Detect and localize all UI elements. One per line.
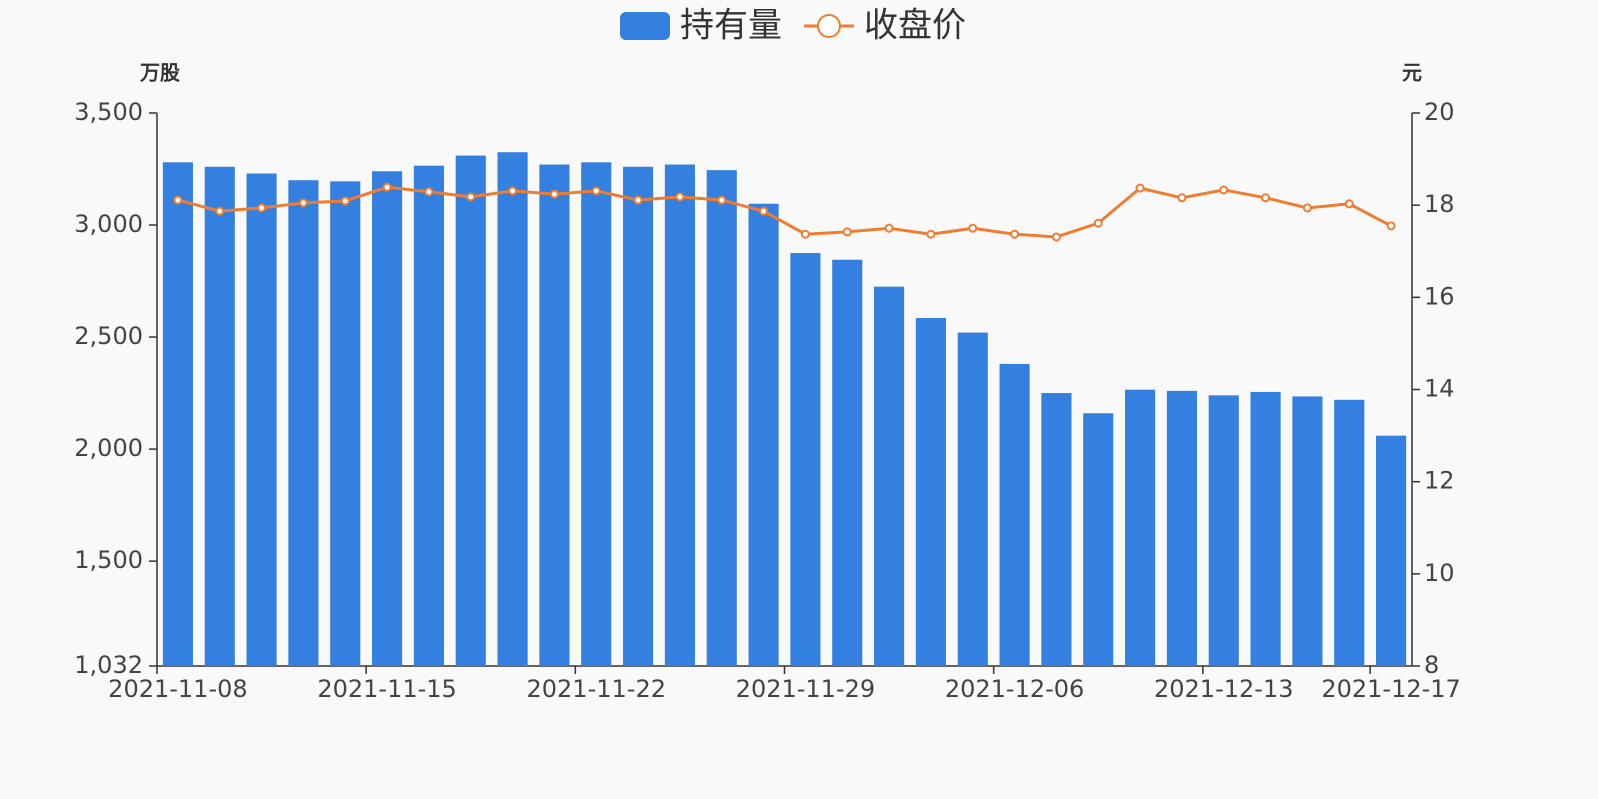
y2-tick-label: 18 <box>1424 190 1455 218</box>
point <box>759 206 769 216</box>
y-tick-label: 3,000 <box>74 210 143 238</box>
bar <box>1334 399 1365 666</box>
point <box>215 206 225 216</box>
x-tick-label: 2021-12-06 <box>945 675 1084 703</box>
point <box>466 192 476 202</box>
y2-tick-label: 10 <box>1424 559 1455 587</box>
point <box>1093 218 1103 228</box>
legend-swatch <box>620 12 670 40</box>
bar <box>581 162 612 666</box>
x-tick-label: 2021-12-13 <box>1154 675 1293 703</box>
bar <box>748 203 779 667</box>
bar <box>874 286 905 666</box>
bar <box>162 162 193 666</box>
bar <box>455 155 486 666</box>
point <box>884 223 894 233</box>
y2-unit: 元 <box>1402 61 1422 85</box>
y-unit: 万股 <box>139 61 180 85</box>
bar <box>497 152 528 666</box>
point <box>1177 193 1187 203</box>
point <box>1261 193 1271 203</box>
y-tick-label: 2,500 <box>74 322 143 350</box>
bar <box>1166 390 1197 666</box>
x-tick-label: 2021-12-17 <box>1321 675 1460 703</box>
point <box>424 187 434 197</box>
bar <box>288 180 319 666</box>
y-tick-label: 3,500 <box>74 98 143 126</box>
legend-label: 收盘价 <box>864 6 966 46</box>
y2-tick-label: 16 <box>1424 282 1455 310</box>
y2-tick-label: 8 <box>1424 651 1439 679</box>
bar <box>1292 396 1323 666</box>
point <box>717 195 727 205</box>
bar <box>246 173 277 666</box>
point <box>298 198 308 208</box>
y-tick-label: 1,500 <box>74 546 143 574</box>
y-tick-label: 2,000 <box>74 434 143 462</box>
line <box>177 185 1392 239</box>
bar <box>372 171 403 667</box>
bar <box>1376 435 1407 666</box>
point <box>1219 185 1229 195</box>
bar <box>330 181 361 666</box>
point <box>173 195 183 205</box>
point <box>1051 232 1061 242</box>
bar <box>706 170 737 666</box>
bar <box>999 363 1030 666</box>
bar <box>1083 413 1114 666</box>
x-tick-label: 2021-11-29 <box>736 675 875 703</box>
bar <box>915 318 946 666</box>
y2-tick-label: 20 <box>1424 98 1455 126</box>
bar <box>623 166 654 666</box>
bar <box>1041 393 1072 666</box>
x-tick-label: 2021-11-22 <box>527 675 666 703</box>
point <box>926 229 936 239</box>
point <box>508 186 518 196</box>
point <box>257 203 267 213</box>
bar <box>790 253 821 666</box>
bar <box>204 166 235 666</box>
point <box>591 186 601 196</box>
bar <box>539 164 570 667</box>
bar <box>664 164 695 667</box>
x-tick-label: 2021-11-08 <box>108 675 247 703</box>
point <box>1135 183 1145 193</box>
y2-tick-label: 12 <box>1424 467 1455 495</box>
x-tick-label: 2021-11-15 <box>317 675 456 703</box>
point <box>382 182 392 192</box>
point <box>1302 203 1312 213</box>
point <box>675 192 685 202</box>
point <box>800 229 810 239</box>
bar <box>1250 391 1281 666</box>
legend-label: 持有量 <box>680 6 782 46</box>
y-tick-label: 1,032 <box>74 651 143 679</box>
y2-tick-label: 14 <box>1424 375 1455 403</box>
point <box>1010 229 1020 239</box>
bar <box>1125 389 1156 666</box>
point <box>968 223 978 233</box>
bar <box>832 259 863 666</box>
point <box>1344 199 1354 209</box>
legend-swatch <box>817 14 841 38</box>
point <box>1386 221 1396 231</box>
point <box>549 189 559 199</box>
bar <box>413 165 444 666</box>
point <box>842 227 852 237</box>
point <box>340 196 350 206</box>
bar <box>1208 395 1239 666</box>
bar <box>957 332 988 666</box>
point <box>633 195 643 205</box>
